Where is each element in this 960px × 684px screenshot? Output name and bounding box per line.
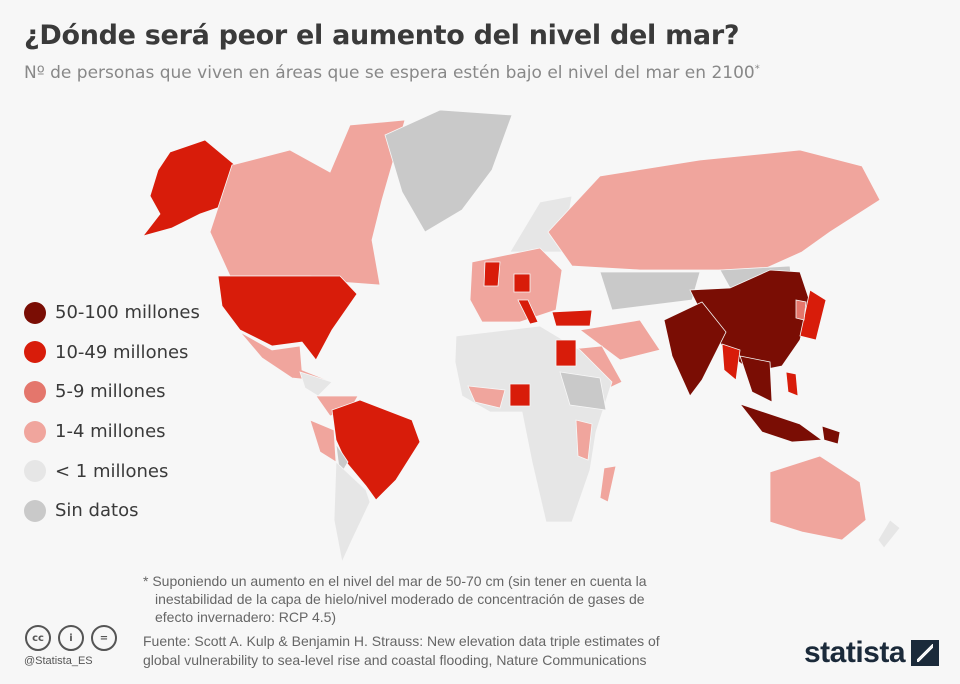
footnote-line: * Suponiendo un aumento en el nivel del … — [143, 573, 647, 589]
source-line: Fuente: Scott A. Kulp & Benjamin H. Stra… — [143, 633, 660, 649]
region-sudan-somalia — [559, 371, 607, 411]
region-nigeria — [509, 383, 531, 407]
region-russia — [547, 149, 881, 271]
region-egypt — [555, 339, 577, 367]
region-australia — [769, 455, 867, 541]
region-central-asia — [599, 271, 701, 311]
region-mexico — [239, 331, 333, 383]
region-west-africa — [467, 385, 506, 409]
legend-item: 50-100 millones — [24, 293, 200, 333]
region-east-africa — [575, 419, 593, 461]
region-new-zealand — [877, 519, 901, 549]
legend-swatch — [24, 301, 46, 324]
region-korea — [795, 299, 807, 321]
region-netherlands-germany — [513, 273, 531, 293]
footnote-mark: * — [754, 63, 760, 75]
social-handle[interactable]: @Statista_ES — [24, 655, 93, 667]
legend-label: 10-49 millones — [55, 341, 189, 363]
legend-item: Sin datos — [24, 491, 200, 531]
region-southeast-asia — [739, 355, 773, 403]
footnote: * Suponiendo un aumento en el nivel del … — [143, 572, 783, 626]
footnote-line: inestabilidad de la capa de hielo/nivel … — [155, 591, 645, 607]
legend-item: 10-49 millones — [24, 333, 200, 373]
region-peru — [309, 419, 337, 463]
region-japan — [799, 289, 827, 341]
legend-item: < 1 millones — [24, 451, 200, 491]
legend-swatch — [24, 380, 46, 403]
legend-swatch — [24, 460, 46, 483]
region-middle-east — [579, 319, 661, 361]
license-icons: cc i = — [25, 625, 117, 651]
legend-swatch — [24, 420, 46, 443]
legend-item: 5-9 millones — [24, 372, 200, 412]
region-papua — [821, 425, 841, 445]
region-philippines — [785, 371, 799, 397]
region-turkey — [551, 309, 593, 327]
legend-item: 1-4 millones — [24, 412, 200, 452]
region-southern-cone — [333, 461, 371, 564]
region-india — [663, 301, 727, 397]
legend-label: < 1 millones — [55, 460, 169, 482]
region-alaska — [141, 139, 245, 237]
legend-label: 1-4 millones — [55, 421, 166, 443]
legend-swatch — [24, 499, 46, 522]
region-uk — [483, 261, 501, 287]
region-madagascar — [599, 465, 617, 503]
region-bangladesh-myanmar — [721, 343, 741, 381]
legend-swatch — [24, 341, 46, 364]
region-usa — [217, 275, 358, 361]
subtitle-text: Nº de personas que viven en áreas que se… — [24, 63, 755, 83]
legend: 50-100 millones 10-49 millones 5-9 millo… — [24, 293, 200, 531]
subtitle: Nº de personas que viven en áreas que se… — [24, 63, 760, 83]
statista-mark-icon — [911, 640, 940, 666]
footnote-line: efecto invernadero: RCP 4.5) — [155, 609, 337, 625]
creative-commons-icon[interactable]: cc — [25, 625, 51, 651]
brand-text: statista — [804, 636, 906, 669]
region-indonesia — [738, 403, 824, 443]
no-derivatives-icon[interactable]: = — [91, 625, 117, 651]
legend-label: Sin datos — [55, 500, 139, 522]
region-canada — [209, 119, 406, 286]
legend-label: 5-9 millones — [55, 381, 166, 403]
attribution-icon[interactable]: i — [58, 625, 84, 651]
statista-logo[interactable]: statista — [804, 636, 940, 670]
region-italy — [517, 299, 539, 325]
source: Fuente: Scott A. Kulp & Benjamin H. Stra… — [143, 632, 783, 670]
source-line: global vulnerability to sea-level rise a… — [143, 652, 647, 668]
region-greenland — [384, 109, 513, 233]
legend-label: 50-100 millones — [55, 302, 200, 324]
page-title: ¿Dónde será peor el aumento del nivel de… — [24, 20, 740, 51]
